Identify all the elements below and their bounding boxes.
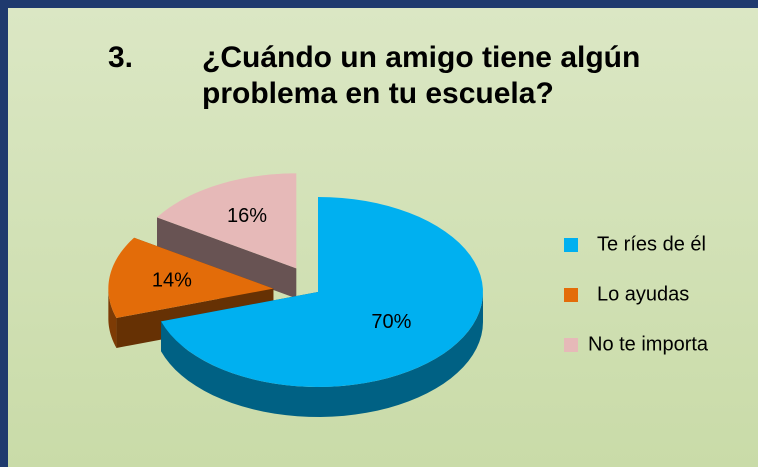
slice (157, 173, 297, 299)
slice (161, 197, 483, 417)
slice-face (108, 288, 117, 348)
data-label: 16% (227, 205, 267, 227)
chart-title: 3. ¿Cuándo un amigo tiene algún problema… (108, 41, 649, 110)
legend-swatch (564, 238, 578, 252)
slice-face (108, 237, 274, 318)
legend-swatch (564, 338, 578, 352)
legend-label: Lo ayudas (597, 283, 689, 305)
legend-label: No te importa (588, 333, 709, 355)
legend-label: Te ríes de él (597, 233, 706, 255)
slice-face (161, 292, 483, 417)
data-label: 70% (371, 311, 411, 333)
data-label: 14% (152, 270, 192, 292)
legend-swatch (564, 288, 578, 302)
slice-face (161, 197, 483, 387)
slice-face (157, 173, 297, 269)
slice-face (157, 217, 297, 299)
